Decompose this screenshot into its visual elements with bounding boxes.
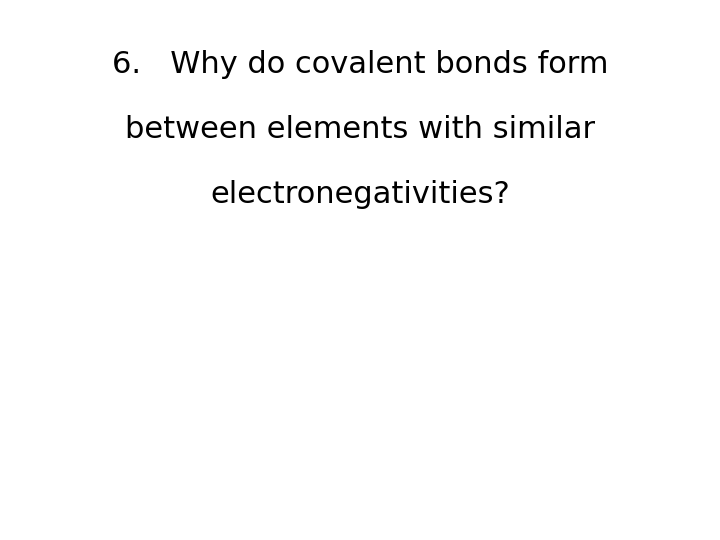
Text: 6.   Why do covalent bonds form: 6. Why do covalent bonds form — [112, 50, 608, 79]
Text: between elements with similar: between elements with similar — [125, 115, 595, 144]
Text: electronegativities?: electronegativities? — [210, 180, 510, 209]
